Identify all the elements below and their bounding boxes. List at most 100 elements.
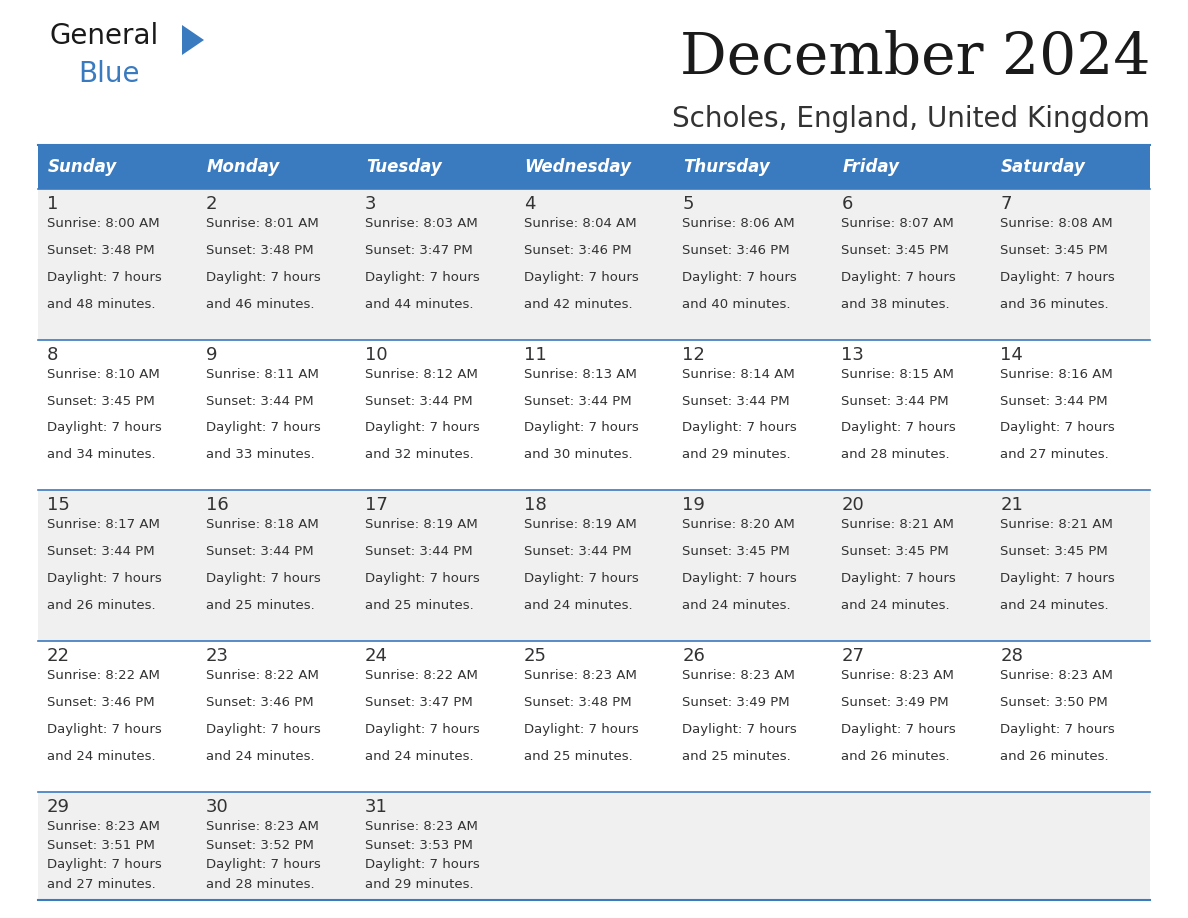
Text: Saturday: Saturday — [1001, 158, 1086, 176]
Text: Sunset: 3:53 PM: Sunset: 3:53 PM — [365, 839, 473, 852]
Text: and 30 minutes.: and 30 minutes. — [524, 448, 632, 462]
Text: Sunset: 3:45 PM: Sunset: 3:45 PM — [841, 244, 949, 257]
Text: Sunset: 3:44 PM: Sunset: 3:44 PM — [206, 395, 314, 408]
Text: Sunrise: 8:11 AM: Sunrise: 8:11 AM — [206, 367, 318, 381]
Bar — [355, 340, 514, 490]
Text: and 28 minutes.: and 28 minutes. — [206, 878, 315, 890]
Text: Daylight: 7 hours: Daylight: 7 hours — [1000, 572, 1114, 585]
Text: Daylight: 7 hours: Daylight: 7 hours — [682, 572, 797, 585]
Text: Sunrise: 8:23 AM: Sunrise: 8:23 AM — [1000, 669, 1113, 682]
Text: Daylight: 7 hours: Daylight: 7 hours — [1000, 722, 1114, 735]
Text: and 27 minutes.: and 27 minutes. — [48, 878, 156, 890]
Text: Sunrise: 8:16 AM: Sunrise: 8:16 AM — [1000, 367, 1113, 381]
Text: Sunrise: 8:15 AM: Sunrise: 8:15 AM — [841, 367, 954, 381]
Text: Sunrise: 8:19 AM: Sunrise: 8:19 AM — [524, 519, 637, 532]
Bar — [514, 340, 674, 490]
Text: 7: 7 — [1000, 195, 1012, 213]
Text: and 36 minutes.: and 36 minutes. — [1000, 297, 1108, 310]
Text: and 29 minutes.: and 29 minutes. — [365, 878, 473, 890]
Text: Daylight: 7 hours: Daylight: 7 hours — [524, 271, 638, 284]
Bar — [355, 145, 514, 189]
Text: Sunrise: 8:19 AM: Sunrise: 8:19 AM — [365, 519, 478, 532]
Text: Daylight: 7 hours: Daylight: 7 hours — [524, 421, 638, 434]
Bar — [674, 340, 833, 490]
Bar — [674, 189, 833, 340]
Text: Sunrise: 8:10 AM: Sunrise: 8:10 AM — [48, 367, 159, 381]
Bar — [514, 145, 674, 189]
Text: and 25 minutes.: and 25 minutes. — [365, 599, 474, 612]
Text: Sunrise: 8:03 AM: Sunrise: 8:03 AM — [365, 217, 478, 230]
Text: Daylight: 7 hours: Daylight: 7 hours — [841, 421, 956, 434]
Text: Daylight: 7 hours: Daylight: 7 hours — [682, 722, 797, 735]
Bar — [38, 490, 197, 641]
Text: and 24 minutes.: and 24 minutes. — [365, 750, 473, 763]
Bar — [38, 641, 197, 791]
Text: 29: 29 — [48, 798, 70, 815]
Text: Daylight: 7 hours: Daylight: 7 hours — [206, 572, 321, 585]
Bar — [833, 145, 991, 189]
Text: Daylight: 7 hours: Daylight: 7 hours — [1000, 271, 1114, 284]
Bar — [38, 340, 197, 490]
Text: and 25 minutes.: and 25 minutes. — [206, 599, 315, 612]
Text: Daylight: 7 hours: Daylight: 7 hours — [206, 421, 321, 434]
Text: Daylight: 7 hours: Daylight: 7 hours — [682, 421, 797, 434]
Bar — [197, 340, 355, 490]
Text: Tuesday: Tuesday — [366, 158, 442, 176]
Bar — [833, 490, 991, 641]
Text: 16: 16 — [206, 497, 228, 514]
Text: Scholes, England, United Kingdom: Scholes, England, United Kingdom — [672, 105, 1150, 133]
Text: Sunrise: 8:21 AM: Sunrise: 8:21 AM — [841, 519, 954, 532]
Text: and 48 minutes.: and 48 minutes. — [48, 297, 156, 310]
Text: 6: 6 — [841, 195, 853, 213]
Text: and 29 minutes.: and 29 minutes. — [682, 448, 791, 462]
Bar — [38, 791, 197, 900]
Text: Sunrise: 8:12 AM: Sunrise: 8:12 AM — [365, 367, 478, 381]
Text: 13: 13 — [841, 346, 864, 364]
Text: and 32 minutes.: and 32 minutes. — [365, 448, 474, 462]
Text: Sunrise: 8:08 AM: Sunrise: 8:08 AM — [1000, 217, 1113, 230]
Text: Sunset: 3:48 PM: Sunset: 3:48 PM — [206, 244, 314, 257]
Text: Wednesday: Wednesday — [525, 158, 632, 176]
Text: Daylight: 7 hours: Daylight: 7 hours — [365, 722, 480, 735]
Bar — [514, 490, 674, 641]
Text: 11: 11 — [524, 346, 546, 364]
Text: and 26 minutes.: and 26 minutes. — [841, 750, 950, 763]
Bar — [197, 791, 355, 900]
Text: Daylight: 7 hours: Daylight: 7 hours — [1000, 421, 1114, 434]
Bar — [197, 189, 355, 340]
Text: and 26 minutes.: and 26 minutes. — [48, 599, 156, 612]
Text: and 33 minutes.: and 33 minutes. — [206, 448, 315, 462]
Bar — [991, 340, 1150, 490]
Bar — [355, 490, 514, 641]
Text: General: General — [50, 22, 159, 50]
Text: 14: 14 — [1000, 346, 1023, 364]
Bar — [38, 145, 197, 189]
Text: 23: 23 — [206, 647, 229, 665]
Bar — [991, 189, 1150, 340]
Text: Sunrise: 8:23 AM: Sunrise: 8:23 AM — [206, 820, 318, 833]
Text: Sunset: 3:46 PM: Sunset: 3:46 PM — [682, 244, 790, 257]
Bar — [674, 791, 833, 900]
Bar — [514, 791, 674, 900]
Bar — [833, 641, 991, 791]
Text: December 2024: December 2024 — [680, 30, 1150, 86]
Text: Daylight: 7 hours: Daylight: 7 hours — [206, 722, 321, 735]
Text: Sunset: 3:52 PM: Sunset: 3:52 PM — [206, 839, 314, 852]
Bar — [991, 641, 1150, 791]
Bar — [197, 145, 355, 189]
Text: 5: 5 — [682, 195, 694, 213]
Text: and 26 minutes.: and 26 minutes. — [1000, 750, 1108, 763]
Text: 20: 20 — [841, 497, 864, 514]
Text: Daylight: 7 hours: Daylight: 7 hours — [48, 421, 162, 434]
Text: Daylight: 7 hours: Daylight: 7 hours — [524, 572, 638, 585]
Bar — [355, 641, 514, 791]
Text: Daylight: 7 hours: Daylight: 7 hours — [48, 858, 162, 871]
Text: 27: 27 — [841, 647, 865, 665]
Text: 8: 8 — [48, 346, 58, 364]
Text: Sunset: 3:45 PM: Sunset: 3:45 PM — [841, 545, 949, 558]
Text: 4: 4 — [524, 195, 535, 213]
Text: Daylight: 7 hours: Daylight: 7 hours — [682, 271, 797, 284]
Bar — [674, 490, 833, 641]
Text: 25: 25 — [524, 647, 546, 665]
Text: Sunset: 3:45 PM: Sunset: 3:45 PM — [48, 395, 154, 408]
